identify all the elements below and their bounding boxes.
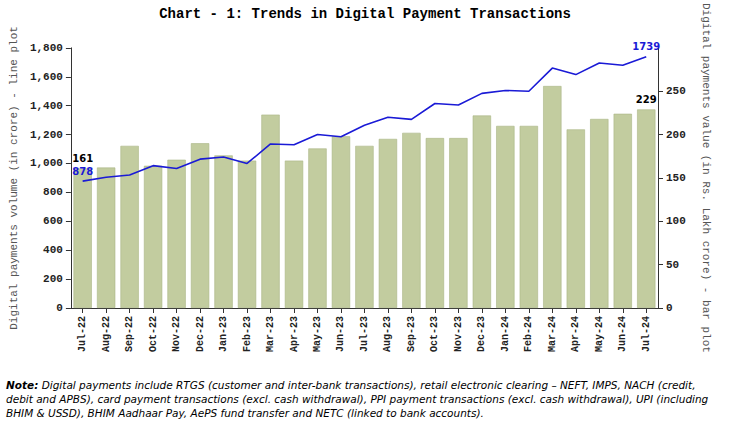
svg-text:150: 150	[666, 172, 686, 184]
svg-text:200: 200	[43, 273, 63, 285]
svg-text:Oct-22: Oct-22	[148, 316, 159, 352]
svg-text:Dec-22: Dec-22	[195, 316, 206, 352]
svg-text:Aug-23: Aug-23	[382, 316, 393, 352]
svg-text:800: 800	[43, 186, 63, 198]
svg-text:Aug-22: Aug-22	[101, 316, 112, 352]
svg-text:Feb-24: Feb-24	[523, 316, 534, 352]
svg-text:1,200: 1,200	[30, 129, 63, 141]
svg-text:Jun-23: Jun-23	[335, 316, 346, 352]
svg-text:Digital payments volume (in cr: Digital payments volume (in crore) - lin…	[8, 26, 20, 330]
svg-text:100: 100	[666, 215, 686, 227]
svg-text:Jan-23: Jan-23	[218, 316, 229, 352]
svg-text:Jul-24: Jul-24	[641, 316, 652, 352]
svg-text:Jan-24: Jan-24	[500, 316, 511, 352]
svg-text:250: 250	[666, 85, 686, 97]
svg-text:Mar-23: Mar-23	[265, 316, 276, 352]
svg-text:50: 50	[666, 259, 679, 271]
svg-text:Nov-22: Nov-22	[171, 316, 182, 352]
svg-text:May-24: May-24	[594, 316, 605, 352]
svg-text:600: 600	[43, 215, 63, 227]
svg-text:0: 0	[666, 302, 673, 314]
svg-text:Sep-22: Sep-22	[124, 316, 135, 352]
svg-text:Mar-24: Mar-24	[547, 316, 558, 352]
svg-text:1,800: 1,800	[30, 42, 63, 54]
svg-text:1,400: 1,400	[30, 100, 63, 112]
svg-text:Sep-23: Sep-23	[406, 316, 417, 352]
svg-text:1,600: 1,600	[30, 71, 63, 83]
svg-text:Nov-23: Nov-23	[453, 316, 464, 352]
svg-text:0: 0	[56, 302, 63, 314]
svg-text:Jun-24: Jun-24	[617, 316, 628, 352]
svg-text:Apr-24: Apr-24	[570, 316, 581, 352]
html-text:Note: Digital payments include: Note: Digital payments include RTGS (cus…	[6, 379, 709, 419]
svg-text:Dec-23: Dec-23	[476, 316, 487, 352]
svg-text:200: 200	[666, 129, 686, 141]
svg-text:878: 878	[72, 166, 93, 177]
svg-text:Chart - 1: Trends in Digital P: Chart - 1: Trends in Digital Payment Tra…	[159, 6, 571, 22]
svg-text:Jul-23: Jul-23	[359, 316, 370, 352]
svg-text:1739: 1739	[632, 41, 660, 52]
svg-text:Digital payments value (in Rs.: Digital payments value (in Rs. Lakh cror…	[700, 3, 712, 353]
svg-text:400: 400	[43, 244, 63, 256]
svg-text:Jul-22: Jul-22	[77, 316, 88, 352]
svg-text:161: 161	[72, 153, 93, 164]
svg-text:1,000: 1,000	[30, 157, 63, 169]
svg-text:May-23: May-23	[312, 316, 323, 352]
svg-text:Oct-23: Oct-23	[429, 316, 440, 352]
svg-text:Apr-23: Apr-23	[289, 316, 300, 352]
svg-text:229: 229	[636, 94, 657, 105]
svg-text:Feb-23: Feb-23	[242, 316, 253, 352]
